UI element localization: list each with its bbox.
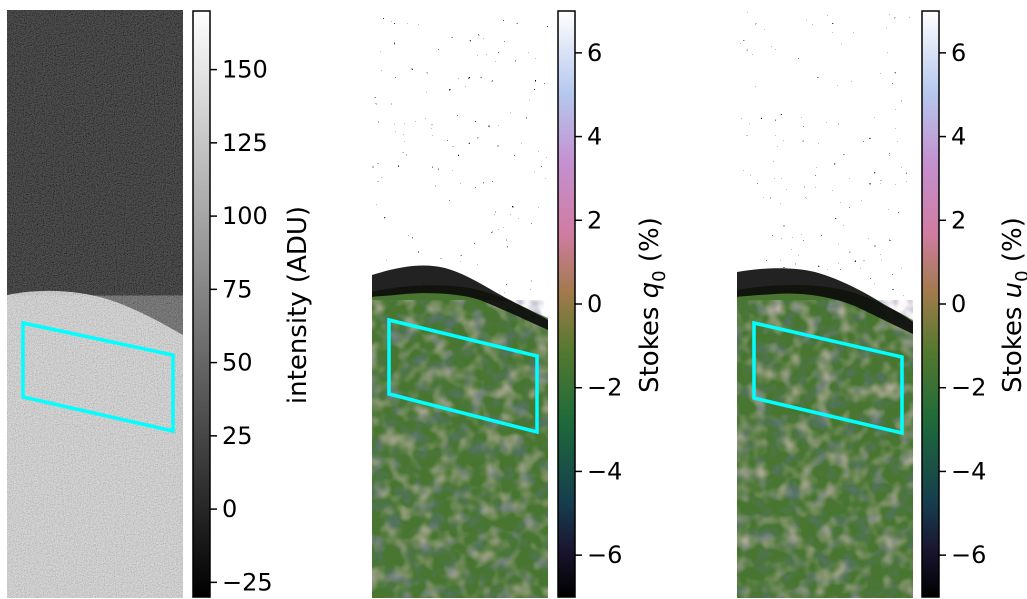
colorbar-tick-label: −6 [951, 541, 986, 569]
intensity-image [7, 10, 183, 598]
colorbar-tick-label: 150 [222, 56, 268, 84]
colorbar-ticks: 6 4 2 0 −2 −4 −6 [575, 39, 622, 569]
roi-outline [387, 317, 539, 435]
colorbar-gradient [193, 11, 210, 597]
colorbar-label: intensity (ADU) [283, 206, 313, 404]
colorbar-tick-label: 100 [222, 202, 268, 230]
colorbar-tick-label: 0 [222, 495, 237, 523]
stokes-q-panel: 6 4 2 0 −2 −4 −6 Stokes q0 (%) [372, 10, 670, 598]
colorbar-tick-label: 75 [222, 275, 253, 303]
colorbar-tick-label: 50 [222, 349, 253, 377]
stokes-q-image [372, 12, 548, 598]
colorbar-tick-label: −4 [587, 457, 622, 485]
roi-outline [21, 320, 175, 434]
colorbar-ticks: 6 4 2 0 −2 −4 −6 [939, 39, 986, 569]
colorbar-gradient [922, 11, 939, 597]
stokes-q-colorbar: 6 4 2 0 −2 −4 −6 Stokes q0 (%) [557, 10, 670, 598]
colorbar-tick-label: 25 [222, 422, 253, 450]
stokes-u-image [737, 12, 913, 598]
roi-outline [752, 320, 904, 436]
colorbar-tick-label: 125 [222, 129, 268, 157]
intensity-panel: 150 125 100 75 50 25 0 −25 intensity (ADU) [7, 10, 313, 598]
colorbar-tick-label: 6 [587, 39, 602, 67]
intensity-colorbar: 150 125 100 75 50 25 0 −25 intensity (ADU) [192, 10, 313, 598]
stokes-u-saturated-region [737, 12, 913, 302]
colorbar-label: Stokes q0 (%) [635, 217, 670, 393]
stokes-u-colorbar: 6 4 2 0 −2 −4 −6 Stokes u0 (%) [921, 10, 1027, 598]
colorbar-tick-label: −2 [587, 374, 622, 402]
stokes-q-dark-blotches [372, 300, 548, 598]
colorbar-tick-label: 4 [587, 123, 602, 151]
stokes-q-edge [372, 265, 548, 330]
colorbar-tick-label: 4 [951, 123, 966, 151]
colorbar-tick-label: −25 [222, 568, 273, 596]
colorbar-tick-label: −6 [587, 541, 622, 569]
stokes-u-dark-blotches [737, 300, 913, 598]
colorbar-label: Stokes u0 (%) [998, 217, 1027, 393]
stokes-q-saturated-region [372, 12, 548, 302]
colorbar-tick-label: 6 [951, 39, 966, 67]
colorbar-tick-label: −4 [951, 457, 986, 485]
colorbar-tick-label: 2 [587, 206, 602, 234]
colorbar-ticks: 150 125 100 75 50 25 0 −25 [210, 56, 273, 596]
colorbar-tick-label: 0 [951, 290, 966, 318]
colorbar-tick-label: 0 [587, 290, 602, 318]
intensity-noise-bright [7, 295, 183, 598]
colorbar-tick-label: 2 [951, 206, 966, 234]
colorbar-frame [192, 10, 211, 598]
stokes-u-edge [737, 268, 913, 334]
colorbar-gradient [558, 11, 575, 597]
stokes-u-panel: 6 4 2 0 −2 −4 −6 Stokes u0 (%) [737, 10, 1027, 598]
colorbar-tick-label: −2 [951, 374, 986, 402]
